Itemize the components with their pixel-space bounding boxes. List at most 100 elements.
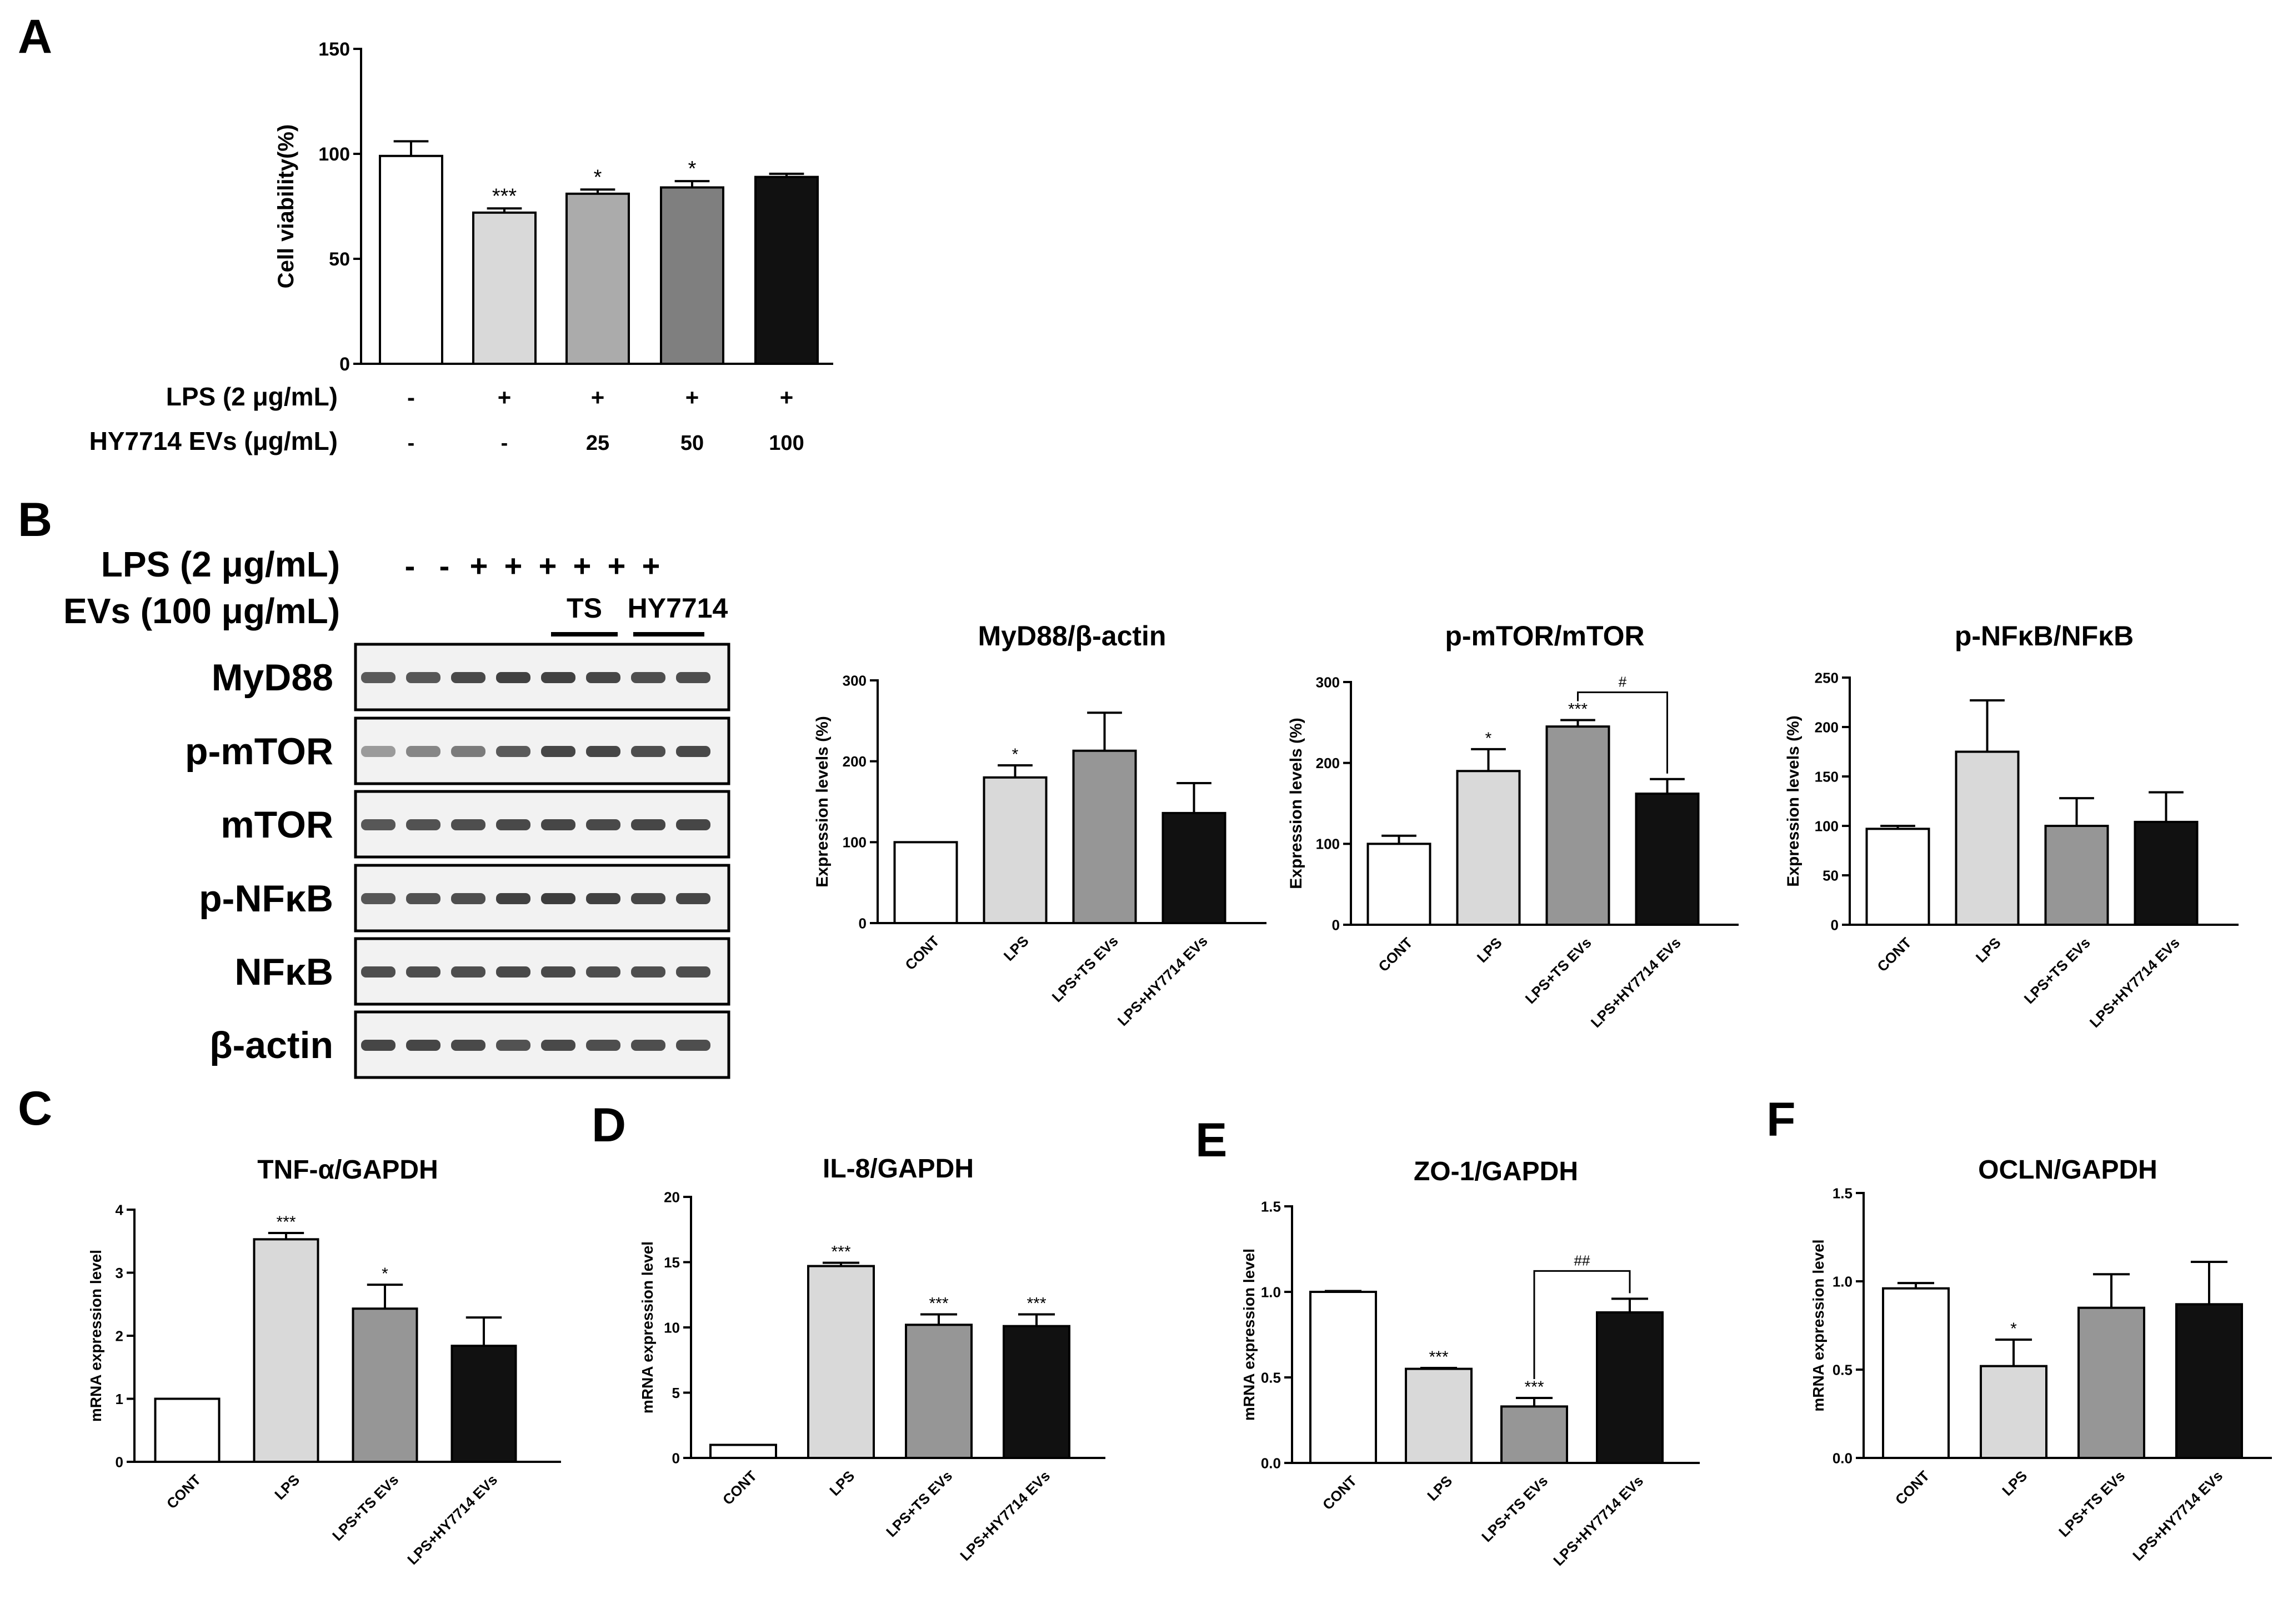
significance-marker: * <box>382 1265 388 1283</box>
blot-evs-header: EVs (100 μg/mL) <box>63 591 340 631</box>
y-tick-label: 100 <box>843 834 867 851</box>
blot-band <box>586 819 620 830</box>
y-tick-label: 1.0 <box>1261 1284 1281 1300</box>
x-tick-label: CONT <box>163 1471 204 1512</box>
ev-dose: 100 <box>769 432 804 455</box>
blot-band <box>676 746 710 757</box>
y-axis-label: Expression levels (%) <box>1287 718 1305 889</box>
blot-row-label: β-actin <box>209 1024 333 1066</box>
chart-title: IL-8/GAPDH <box>823 1154 974 1184</box>
blot-band <box>631 746 665 757</box>
bar <box>1003 1325 1070 1459</box>
significance-marker: *** <box>492 184 517 208</box>
y-tick-label: 1.0 <box>1833 1273 1853 1290</box>
x-tick-label: LPS <box>1000 933 1032 964</box>
comparison-bracket <box>1577 691 1668 774</box>
significance-marker: * <box>1485 729 1492 748</box>
blot-lps-mark: + <box>642 548 660 583</box>
x-tick-label: LPS+TS EVs <box>1478 1472 1551 1545</box>
lps-mark: + <box>780 384 794 410</box>
significance-marker: * <box>688 157 697 181</box>
y-tick-label: 0.5 <box>1261 1369 1281 1386</box>
significance-marker: *** <box>929 1295 948 1313</box>
bar <box>660 186 724 365</box>
blot-band <box>541 893 575 904</box>
panel-letter-a: A <box>18 10 52 63</box>
y-tick-label: 0 <box>672 1450 680 1466</box>
blot-band <box>631 1040 665 1051</box>
blot-band <box>451 1040 485 1051</box>
y-tick-label: 200 <box>843 753 867 770</box>
significance-marker: * <box>1012 745 1019 764</box>
significance-marker: *** <box>831 1243 850 1261</box>
x-tick-label: LPS+TS EVs <box>2055 1467 2128 1540</box>
x-tick-label: LPS <box>1474 934 1505 966</box>
blot-band <box>361 672 395 683</box>
y-tick-label: 0.0 <box>1261 1455 1281 1471</box>
panel-letter-d: D <box>592 1099 626 1152</box>
bar <box>352 1307 418 1463</box>
blot-band <box>451 893 485 904</box>
x-tick-label: CONT <box>1375 934 1415 975</box>
lps-mark: + <box>591 384 605 410</box>
y-tick-label: 100 <box>1316 836 1340 853</box>
blot-group-hy7714: HY7714 <box>628 593 728 624</box>
bar <box>1545 725 1610 926</box>
panel-letter-b: B <box>18 493 52 547</box>
bar <box>450 1345 517 1463</box>
x-tick-label: LPS <box>1972 934 2004 966</box>
y-tick-label: 3 <box>116 1265 123 1281</box>
bar <box>1596 1311 1664 1464</box>
blot-lps-mark: + <box>608 548 626 583</box>
y-tick-label: 1 <box>116 1391 123 1407</box>
bracket-label: ## <box>1574 1252 1590 1269</box>
bar <box>983 776 1048 925</box>
chart-title: ZO-1/GAPDH <box>1414 1157 1578 1186</box>
y-tick-label: 50 <box>329 249 350 270</box>
blot-band <box>631 893 665 904</box>
blot-band <box>586 672 620 683</box>
blot-band <box>496 819 530 830</box>
y-tick-label: 200 <box>1815 719 1839 735</box>
significance-marker: * <box>594 166 602 189</box>
blot-band <box>586 1040 620 1051</box>
y-tick-label: 1.5 <box>1833 1185 1853 1201</box>
blot-band <box>406 1040 440 1051</box>
blot-band <box>541 1040 575 1051</box>
blot-lps-mark: + <box>573 548 592 583</box>
bar <box>253 1238 319 1463</box>
bar <box>379 154 443 365</box>
blot-row: p-NFκB <box>199 864 730 933</box>
panel-letter-e: E <box>1195 1114 1227 1167</box>
bar <box>1882 1287 1950 1459</box>
chart-b3: 0 50 100 150 200 250 Expression levels (%) p-NF… <box>1784 620 2239 1031</box>
blot-band <box>586 893 620 904</box>
y-tick-label: 10 <box>664 1319 680 1336</box>
bar <box>893 841 958 925</box>
ev-dose: 50 <box>680 432 704 455</box>
y-tick-label: 20 <box>664 1189 680 1205</box>
y-tick-label: 0.5 <box>1833 1361 1853 1378</box>
blot-band <box>406 819 440 830</box>
y-tick-label: 50 <box>1823 867 1839 884</box>
y-tick-label: 150 <box>318 39 350 60</box>
blot-lps-mark: + <box>539 548 557 583</box>
x-tick-label: CONT <box>719 1467 760 1508</box>
x-tick-label: LPS+HY7714 EVs <box>1550 1472 1646 1569</box>
blot-group-ts: TS <box>567 593 602 624</box>
bar <box>1072 749 1137 924</box>
lps-mark: + <box>498 384 512 410</box>
western-blot: LPS (2 μg/mL) EVs (100 μg/mL) - - + + + + + + T… <box>63 544 730 1079</box>
chart-title: p-NFκB/NFκB <box>1955 620 2134 651</box>
blot-band <box>406 893 440 904</box>
y-tick-label: 300 <box>1316 674 1340 690</box>
chart-title: OCLN/GAPDH <box>1978 1155 2157 1185</box>
y-tick-label: 150 <box>1815 768 1839 785</box>
blot-band <box>541 819 575 830</box>
significance-marker: *** <box>1027 1295 1046 1313</box>
blot-band <box>541 966 575 978</box>
x-tick-label: LPS+HY7714 EVs <box>1588 934 1684 1031</box>
blot-band <box>676 966 710 978</box>
blot-lps-header: LPS (2 μg/mL) <box>101 544 340 584</box>
